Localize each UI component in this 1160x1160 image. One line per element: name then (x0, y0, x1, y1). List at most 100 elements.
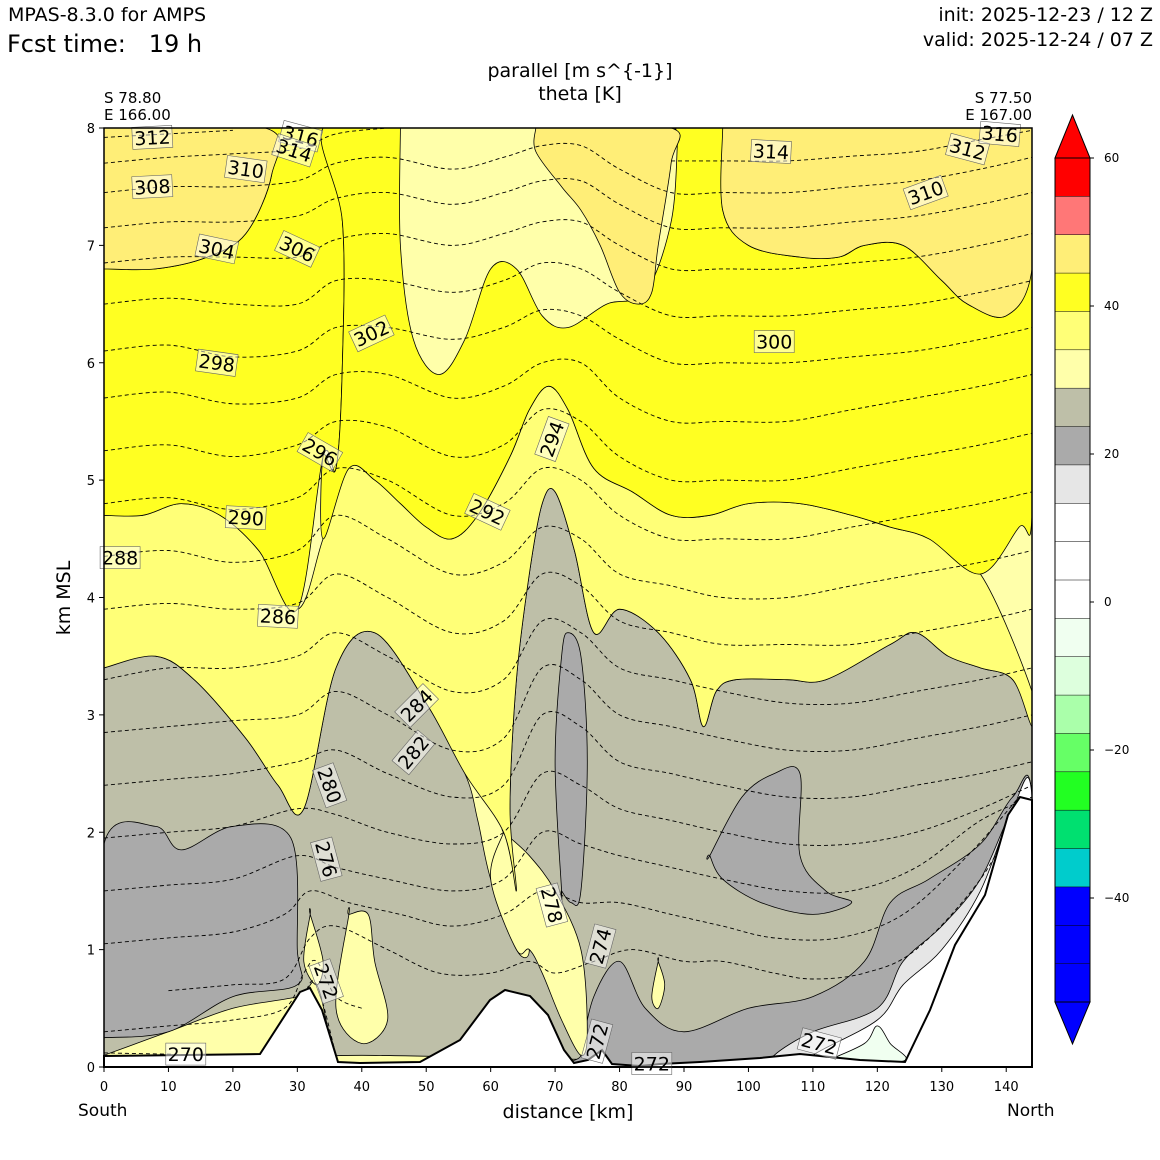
contour-label-300-30: 300 (753, 330, 795, 354)
theta-contour-280 (104, 770, 1032, 846)
x-axis: 0 10 20 30 40 50 60 70 80 90 100 110 120 130 140 (100, 1067, 1019, 1095)
colorbar-tick-label-2: 20 (1104, 447, 1119, 461)
y-tick-label-3: 3 (87, 709, 95, 724)
filled-region-16 (533, 128, 681, 305)
colorbar-frame (1054, 157, 1091, 1003)
contour-label-286-12: 286 (257, 603, 299, 629)
fcst-label: Fcst time: (7, 30, 126, 58)
filled-region-6 (335, 907, 389, 1045)
x-tick-label-20: 20 (225, 1080, 242, 1095)
colorbar-bin-8 (1055, 656, 1090, 696)
y-axis-title: km MSL (53, 560, 75, 635)
y-tick-label-8: 8 (87, 122, 95, 137)
colorbar-tick-label-0: 60 (1104, 151, 1119, 165)
contour-label-box (257, 603, 299, 629)
colorbar-tick-label-4: −20 (1104, 743, 1129, 757)
valid-time: valid: 2025-12-24 / 07 Z (922, 29, 1153, 51)
fcst-value: 19 h (148, 30, 203, 58)
colorbar-bin-14 (1055, 426, 1090, 465)
theta-contour-274 (168, 808, 1020, 992)
theta-contour-296 (104, 358, 1032, 424)
filled-region-2 (554, 632, 588, 907)
contour-label-text: 270 (168, 1044, 204, 1066)
south-label: South (78, 1101, 128, 1121)
colorbar-bin-18 (1055, 273, 1090, 312)
theta-contour-308 (104, 128, 388, 164)
contour-label-box (394, 683, 439, 728)
contour-label-312-0: 312 (131, 125, 174, 150)
contour-label-288-11: 288 (99, 546, 141, 570)
contour-label-box (131, 174, 174, 200)
contour-label-box (310, 836, 343, 882)
contour-label-box (195, 348, 239, 377)
theta-contour-288 (104, 571, 1032, 646)
theta-contour-282 (104, 711, 1032, 799)
contour-label-box (271, 133, 317, 168)
contour-label-box (391, 729, 436, 776)
theta-contour-278 (104, 796, 1032, 894)
contour-label-272-19: 272 (308, 958, 344, 1005)
colorbar-tick-label-5: −40 (1104, 891, 1129, 905)
contour-label-314-24: 314 (750, 139, 792, 165)
y-tick-label-6: 6 (87, 357, 95, 372)
colorbar-extend-bottom (1054, 1001, 1091, 1046)
x-tick-label-0: 0 (100, 1080, 108, 1095)
chart-subtitle: theta [K] (538, 83, 622, 105)
theta-contour-300 (104, 261, 1032, 318)
theta-contour-292 (104, 467, 1032, 541)
filled-region-17 (710, 128, 1032, 318)
theta-contour-276 (104, 796, 1020, 945)
colorbar-bin-12 (1055, 503, 1090, 542)
contour-label-text: 316 (981, 122, 1019, 147)
contour-label-270-23: 270 (165, 1042, 207, 1066)
init-time: init: 2025-12-23 / 12 Z (938, 4, 1153, 26)
right-lat: S 77.50 (974, 89, 1032, 107)
colorbar-bin-9 (1055, 618, 1090, 657)
contour-label-box (131, 125, 174, 150)
left-lon: E 166.00 (104, 106, 171, 124)
left-lat: S 78.80 (104, 89, 162, 107)
y-axis: 0 1 2 3 4 5 6 7 8 (87, 122, 104, 1076)
colorbar-bin-10 (1055, 580, 1090, 619)
contour-label-text: 314 (752, 141, 789, 165)
colorbar-bin-21 (1055, 158, 1090, 197)
x-tick-label-80: 80 (611, 1080, 628, 1095)
contour-label-box (224, 155, 268, 184)
contour-label-box (348, 314, 395, 353)
theta-contour-304 (104, 178, 1032, 230)
model-title: MPAS-8.3.0 for AMPS (8, 4, 207, 26)
colorbar-bin-16 (1055, 349, 1090, 389)
y-tick-label-7: 7 (87, 239, 95, 254)
contour-label-box (580, 1018, 614, 1064)
colorbar-bin-7 (1055, 695, 1090, 734)
contour-label-text: 312 (134, 126, 171, 150)
theta-contour-290 (104, 514, 1032, 600)
theta-contour-302 (104, 219, 1032, 272)
filled-region-1 (104, 821, 303, 1047)
contour-label-290-10: 290 (224, 505, 267, 531)
y-tick-label-2: 2 (87, 826, 95, 841)
colorbar-bin-11 (1055, 541, 1090, 580)
x-tick-label-60: 60 (482, 1080, 499, 1095)
contour-label-box (753, 330, 795, 353)
colorbar-bin-17 (1055, 311, 1090, 350)
filled-region-14 (320, 128, 1032, 575)
contour-label-316-26: 316 (978, 120, 1022, 147)
contour-label-310-27: 310 (902, 175, 949, 211)
theta-contour-306 (104, 142, 1032, 195)
contour-label-box (274, 230, 321, 268)
x-tick-label-10: 10 (160, 1080, 177, 1095)
chart-title: parallel [m s^{-1}] (487, 60, 673, 82)
colorbar-bin-15 (1055, 388, 1090, 427)
theta-contour-298 (104, 308, 1032, 365)
colorbar-bin-13 (1055, 464, 1090, 504)
colorbar-bin-3 (1055, 848, 1090, 887)
y-tick-label-4: 4 (87, 592, 95, 607)
contour-label-text: 290 (227, 507, 264, 531)
contour-label-box (902, 175, 949, 211)
x-axis-title: distance [km] (503, 1101, 634, 1123)
fcst-time: Fcst time: 19 h (7, 30, 202, 58)
contour-label-272-21: 272 (631, 1052, 673, 1076)
x-tick-label-140: 140 (994, 1080, 1019, 1095)
